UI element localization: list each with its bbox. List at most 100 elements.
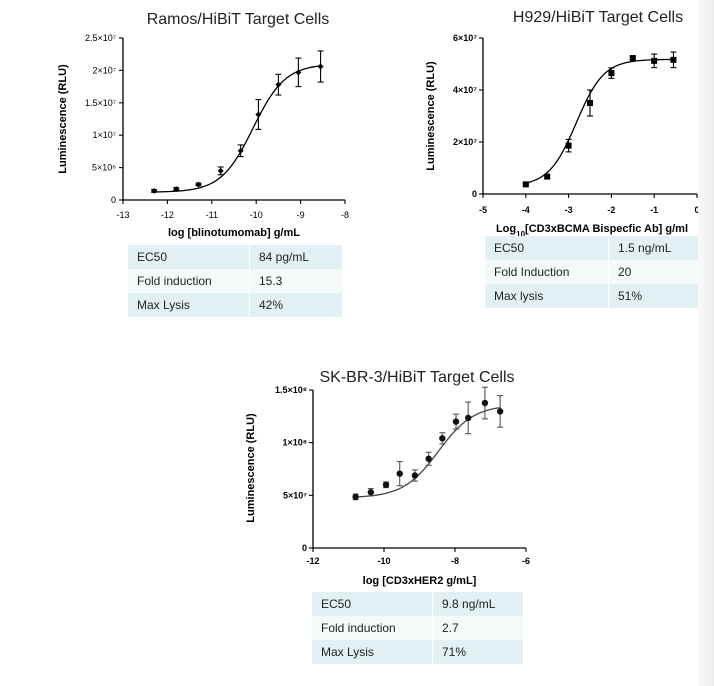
data-point <box>565 142 572 149</box>
stats-value: 15.3 <box>249 269 342 293</box>
data-point <box>195 181 202 188</box>
x-tick-label: -10 <box>250 210 263 220</box>
y-tick-label: 4×10⁷ <box>453 85 477 95</box>
data-point <box>275 81 282 88</box>
data-point <box>464 414 472 422</box>
skbr3-stats-table: EC50 9.8 ng/mL Fold induction 2.7 Max Ly… <box>312 592 523 664</box>
stats-value: 1.5 ng/mL <box>608 236 698 260</box>
h929-chart: H929/HiBiT Target Cells 0 2×10⁷ 4×10⁷ 6×10⁷ -… <box>425 9 700 239</box>
stats-label: EC50 <box>128 245 250 269</box>
data-point <box>411 472 419 479</box>
stats-row: Fold induction 15.3 <box>128 269 342 293</box>
stats-value: 84 pg/mL <box>249 245 342 269</box>
scrollbar-track[interactable] <box>698 0 714 686</box>
stats-label: Max Lysis <box>128 293 250 317</box>
y-tick-label: 0 <box>302 543 307 553</box>
y-axis-label: Luminescence (RLU) <box>425 61 437 171</box>
data-point <box>452 418 460 425</box>
stats-row: Fold induction 2.7 <box>312 616 523 640</box>
data-point <box>670 56 677 63</box>
stats-row: Max Lysis 42% <box>128 293 342 317</box>
x-tick-label: -2 <box>607 205 615 215</box>
stats-row: Max Lysis 71% <box>312 640 523 664</box>
stats-row: EC50 9.8 ng/mL <box>312 592 523 616</box>
data-point <box>425 455 432 462</box>
x-axis-label-part: [CD3xBCMA Bispecfic Ab] <box>525 223 665 235</box>
data-point <box>439 435 446 442</box>
x-tick-label: -13 <box>116 210 129 220</box>
data-point <box>544 173 551 180</box>
stats-value: 51% <box>608 284 698 308</box>
y-tick-label: 5×10⁷ <box>283 490 307 500</box>
ramos-stats-table: EC50 84 pg/mL Fold induction 15.3 Max Ly… <box>128 245 342 317</box>
x-tick-label: -10 <box>377 556 390 566</box>
data-point <box>481 399 489 407</box>
x-tick-label: -8 <box>451 556 459 566</box>
y-tick-label: 2×10⁷ <box>92 65 116 75</box>
x-axis-label-part: Log <box>496 223 516 235</box>
chart-title: H929/HiBiT Target Cells <box>513 9 683 26</box>
x-axis-label-part: g/ml <box>665 223 688 235</box>
h929-stats-table: EC50 1.5 ng/mL Fold Induction 20 Max lys… <box>485 236 698 308</box>
stats-label: EC50 <box>312 592 433 616</box>
x-tick-label: 0 <box>694 205 699 215</box>
stats-row: EC50 84 pg/mL <box>128 245 342 269</box>
fit-curve <box>154 65 321 193</box>
x-axis-label: Log10[CD3xBCMA Bispecfic Ab] g/ml <box>496 223 688 239</box>
x-tick-label: -8 <box>341 210 349 220</box>
data-point <box>352 493 359 501</box>
data-point <box>651 57 658 64</box>
stats-value: 20 <box>608 260 698 284</box>
ramos-chart: Ramos/HiBiT Target Cells 0 5×10⁶ 1×10⁷ 1.5×1… <box>57 11 349 239</box>
y-axis-label: Luminescence (RLU) <box>57 64 69 174</box>
y-tick-label: 2.5×10⁷ <box>85 33 116 43</box>
y-tick-label: 1.5×10⁸ <box>275 385 307 395</box>
h929-panel: H929/HiBiT Target Cells 0 2×10⁷ 4×10⁷ 6×10⁷ -… <box>360 0 714 320</box>
data-point <box>237 147 244 154</box>
stats-label: EC50 <box>485 236 609 260</box>
y-tick-label: 0 <box>472 189 477 199</box>
fit-curve <box>525 58 674 184</box>
data-point <box>317 63 324 70</box>
y-tick-label: 6×10⁷ <box>453 33 477 43</box>
stats-value: 2.7 <box>432 616 523 640</box>
data-point <box>173 185 180 192</box>
stats-label: Fold Induction <box>485 260 609 284</box>
data-point <box>396 470 403 477</box>
y-tick-label: 1.5×10⁷ <box>85 98 116 108</box>
x-tick-label: -6 <box>522 556 530 566</box>
data-point <box>587 100 593 106</box>
stats-label: Fold induction <box>128 269 250 293</box>
y-tick-label: 0 <box>111 195 116 205</box>
data-point <box>608 70 615 77</box>
x-tick-label: -11 <box>206 210 218 220</box>
x-tick-label: -1 <box>650 205 658 215</box>
stats-row: EC50 1.5 ng/mL <box>485 236 698 260</box>
stats-label: Fold induction <box>312 616 433 640</box>
stats-value: 71% <box>432 640 523 664</box>
skbr3-panel: SK-BR-3/HiBiT Target Cells 0 5×10⁷ 1×10⁸ 1.5… <box>230 360 550 686</box>
y-tick-label: 2×10⁷ <box>453 137 477 147</box>
data-point <box>522 181 529 188</box>
x-axis-label: log [CD3xHER2 g/mL] <box>363 575 477 587</box>
x-axis-label-part: 10 <box>516 230 525 239</box>
data-point <box>496 408 504 415</box>
x-tick-label: -9 <box>297 210 305 220</box>
stats-row: Max lysis 51% <box>485 284 698 308</box>
data-point <box>217 167 224 174</box>
stats-label: Max lysis <box>485 284 609 308</box>
data-point <box>295 69 302 76</box>
x-tick-label: -5 <box>479 205 487 215</box>
data-point <box>629 55 636 62</box>
stats-value: 9.8 ng/mL <box>432 592 523 616</box>
y-tick-label: 5×10⁶ <box>92 163 116 173</box>
stats-value: 42% <box>249 293 342 317</box>
skbr3-chart: SK-BR-3/HiBiT Target Cells 0 5×10⁷ 1×10⁸ 1.5… <box>245 369 530 587</box>
x-tick-label: -3 <box>565 205 573 215</box>
y-tick-label: 1×10⁸ <box>282 438 307 448</box>
ramos-panel: Ramos/HiBiT Target Cells 0 5×10⁶ 1×10⁷ 1.5×1… <box>0 0 360 320</box>
data-point <box>367 489 375 496</box>
stats-row: Fold Induction 20 <box>485 260 698 284</box>
y-axis-label: Luminescence (RLU) <box>245 413 257 523</box>
data-point <box>382 481 390 488</box>
